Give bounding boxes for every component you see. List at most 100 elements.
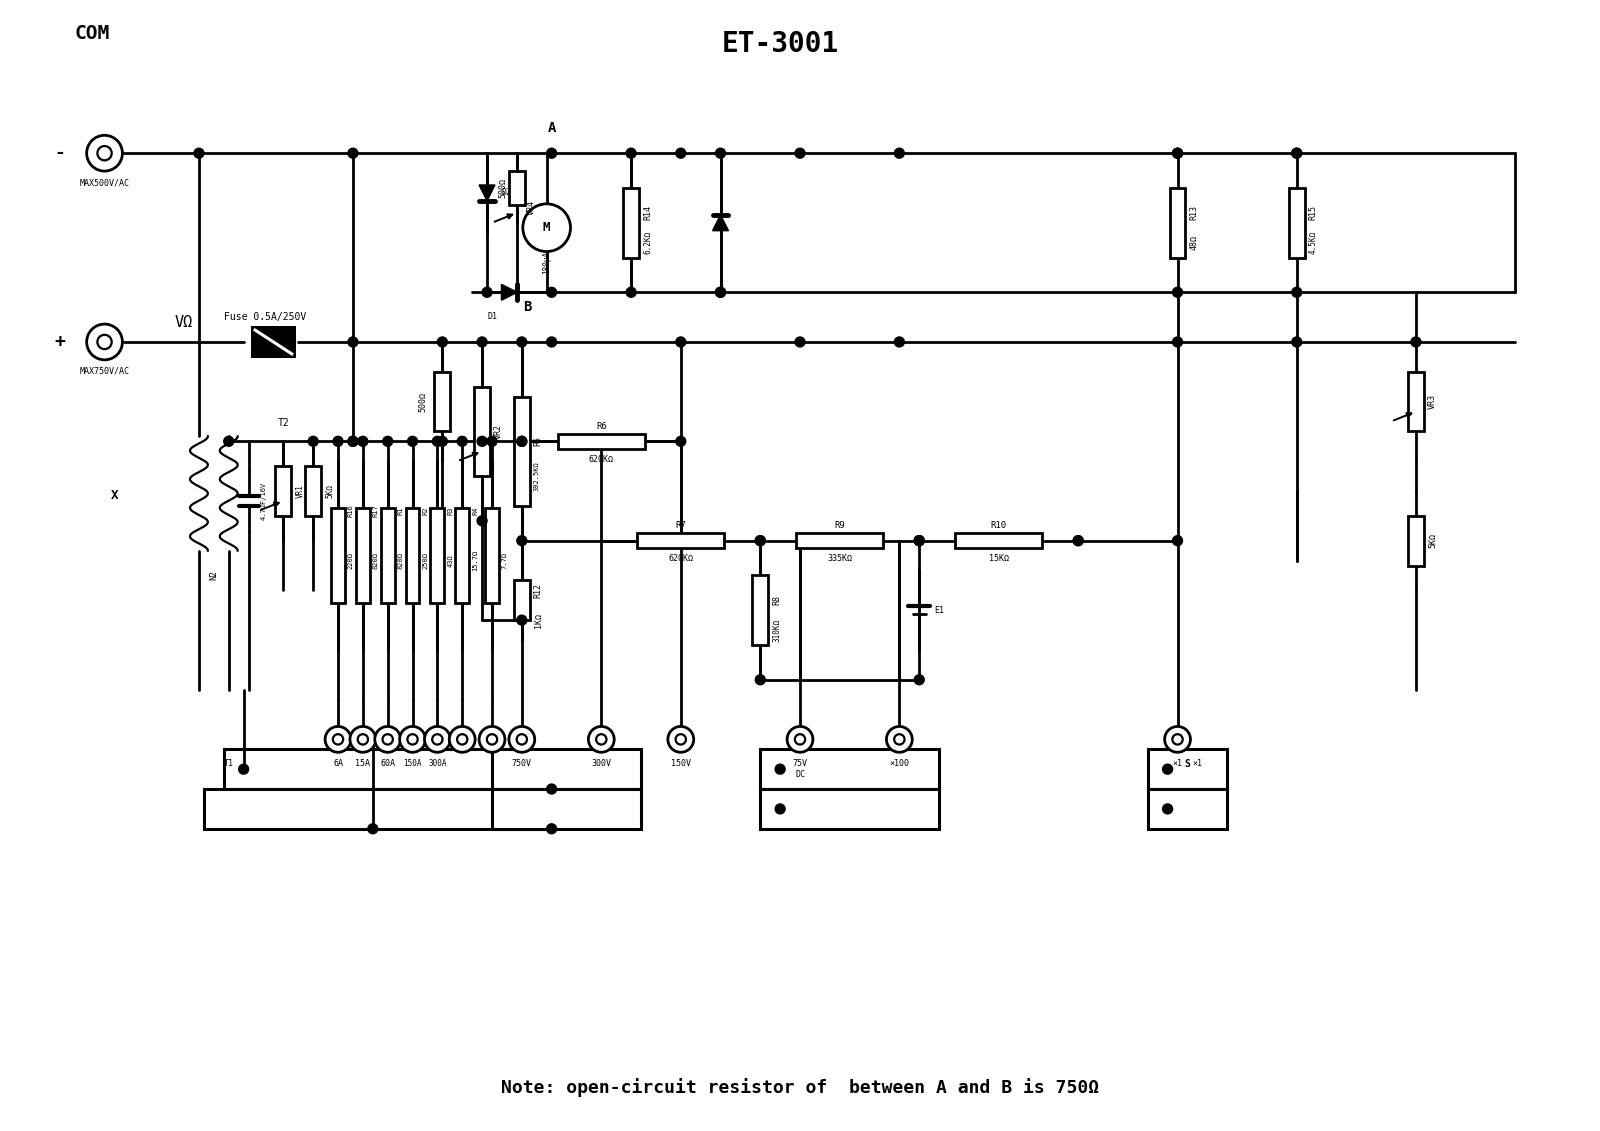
Bar xyxy=(485,508,499,603)
Circle shape xyxy=(715,148,725,158)
Circle shape xyxy=(424,726,450,752)
Circle shape xyxy=(597,734,606,744)
Bar xyxy=(514,580,530,620)
Circle shape xyxy=(333,437,342,447)
Text: R6: R6 xyxy=(595,422,606,431)
Circle shape xyxy=(86,325,123,360)
Circle shape xyxy=(1074,536,1083,545)
Bar xyxy=(955,533,1043,549)
Text: R4: R4 xyxy=(472,507,478,515)
Circle shape xyxy=(458,437,467,447)
Circle shape xyxy=(517,437,526,447)
Circle shape xyxy=(795,337,805,347)
Text: 220Ω: 220Ω xyxy=(347,552,354,569)
Text: R1: R1 xyxy=(398,507,403,515)
Circle shape xyxy=(224,437,234,447)
Circle shape xyxy=(400,726,426,752)
Circle shape xyxy=(547,148,557,158)
Circle shape xyxy=(517,437,526,447)
Circle shape xyxy=(1291,287,1302,297)
Bar xyxy=(557,434,645,449)
Text: MAX750V/AC: MAX750V/AC xyxy=(80,366,130,375)
Text: R16: R16 xyxy=(347,504,354,517)
Bar xyxy=(1147,750,1227,789)
Circle shape xyxy=(1291,148,1302,158)
Bar xyxy=(430,508,445,603)
Circle shape xyxy=(1173,536,1182,545)
Circle shape xyxy=(1165,726,1190,752)
Bar xyxy=(381,508,395,603)
Text: D2: D2 xyxy=(502,189,512,198)
Circle shape xyxy=(238,765,248,774)
Polygon shape xyxy=(712,215,728,231)
Text: X: X xyxy=(110,490,118,502)
Circle shape xyxy=(458,734,467,744)
Text: 335KΩ: 335KΩ xyxy=(827,554,853,563)
Circle shape xyxy=(478,726,506,752)
Text: ET-3001: ET-3001 xyxy=(722,29,838,58)
Text: R10: R10 xyxy=(990,521,1006,530)
Circle shape xyxy=(547,823,557,834)
Circle shape xyxy=(894,734,904,744)
Text: -: - xyxy=(54,144,66,162)
Circle shape xyxy=(547,784,557,794)
Text: T1: T1 xyxy=(224,759,234,768)
Circle shape xyxy=(1291,337,1302,347)
Text: 4.5KΩ: 4.5KΩ xyxy=(1309,231,1318,254)
Circle shape xyxy=(1173,148,1182,158)
Text: 500Ω: 500Ω xyxy=(498,178,507,198)
Text: 300A: 300A xyxy=(429,759,446,768)
Bar xyxy=(514,397,530,506)
Circle shape xyxy=(432,437,442,447)
Circle shape xyxy=(1173,734,1182,744)
Text: VΩ: VΩ xyxy=(174,314,192,329)
Circle shape xyxy=(774,804,786,814)
Bar xyxy=(474,387,490,476)
Circle shape xyxy=(382,734,394,744)
Circle shape xyxy=(787,726,813,752)
Circle shape xyxy=(347,437,358,447)
Circle shape xyxy=(98,335,112,349)
Circle shape xyxy=(894,337,904,347)
Circle shape xyxy=(477,437,486,447)
Circle shape xyxy=(477,337,486,347)
Circle shape xyxy=(517,536,526,545)
Text: R2: R2 xyxy=(422,507,429,515)
Text: VR2: VR2 xyxy=(494,424,502,439)
Bar xyxy=(622,188,638,258)
Text: 6.2KΩ: 6.2KΩ xyxy=(643,231,653,254)
Circle shape xyxy=(1173,287,1182,297)
Text: 5KΩ: 5KΩ xyxy=(325,484,334,498)
Bar xyxy=(405,508,419,603)
Bar xyxy=(456,508,469,603)
Circle shape xyxy=(358,437,368,447)
Circle shape xyxy=(374,726,400,752)
Text: T2: T2 xyxy=(277,418,290,429)
Circle shape xyxy=(667,726,694,752)
Circle shape xyxy=(914,536,925,545)
Bar xyxy=(752,576,768,645)
Text: M: M xyxy=(542,222,550,234)
Circle shape xyxy=(1163,765,1173,774)
Text: Fuse 0.5A/250V: Fuse 0.5A/250V xyxy=(224,312,306,322)
Polygon shape xyxy=(501,284,517,300)
Circle shape xyxy=(309,437,318,447)
Circle shape xyxy=(626,148,637,158)
Circle shape xyxy=(755,675,765,684)
Text: R12: R12 xyxy=(534,582,542,598)
Circle shape xyxy=(432,734,443,744)
Text: E1: E1 xyxy=(934,606,944,615)
Bar xyxy=(306,466,322,516)
Text: VR4: VR4 xyxy=(526,200,536,215)
Circle shape xyxy=(1163,804,1173,814)
Text: VR1: VR1 xyxy=(296,484,304,498)
Text: ×1: ×1 xyxy=(1173,759,1182,768)
Circle shape xyxy=(675,734,686,744)
Circle shape xyxy=(755,536,765,545)
Text: 310KΩ: 310KΩ xyxy=(773,619,781,641)
Circle shape xyxy=(517,734,526,744)
Text: 5KΩ: 5KΩ xyxy=(1427,533,1437,549)
Text: 620KΩ: 620KΩ xyxy=(589,455,614,464)
Text: R3: R3 xyxy=(448,507,453,515)
Circle shape xyxy=(368,823,378,834)
